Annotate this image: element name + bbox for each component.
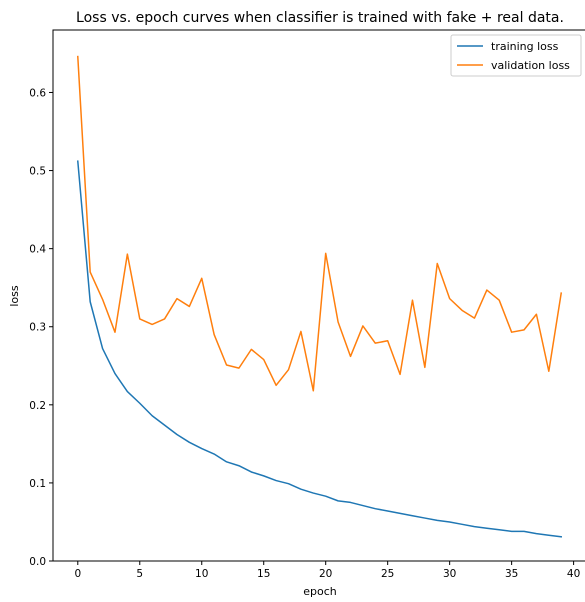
x-axis-label: epoch [303,585,337,598]
legend-label: training loss [491,40,559,53]
y-tick-label: 0.5 [29,166,46,178]
series-layer [76,55,563,538]
y-tick-label: 0.0 [29,556,46,568]
y-tick-label: 0.4 [29,244,46,256]
x-tick-label: 10 [195,568,208,580]
y-axis-label: loss [8,285,21,307]
x-axis: 0 5 10 15 20 25 30 35 40 [74,561,580,580]
legend-box [450,34,582,77]
x-tick-label: 35 [505,568,518,580]
x-tick-label: 40 [567,568,580,580]
y-axis: 0.0 0.1 0.2 0.3 0.4 0.5 0.6 [29,87,53,568]
y-tick-label: 0.2 [29,400,46,412]
x-tick-label: 0 [74,568,81,580]
x-tick-label: 5 [136,568,143,580]
legend-label: validation loss [491,59,570,72]
legend: training loss validation loss [450,34,582,77]
x-tick-label: 30 [443,568,456,580]
x-tick-label: 20 [319,568,332,580]
chart-title: Loss vs. epoch curves when classifier is… [76,10,564,26]
y-tick-label: 0.1 [29,478,46,490]
series-line-validation-loss [76,55,563,392]
y-tick-label: 0.3 [29,322,46,334]
x-tick-label: 25 [381,568,394,580]
y-tick-label: 0.6 [29,87,46,99]
series-line-training-loss [76,160,563,538]
x-tick-label: 15 [257,568,270,580]
plot-area [52,29,585,562]
